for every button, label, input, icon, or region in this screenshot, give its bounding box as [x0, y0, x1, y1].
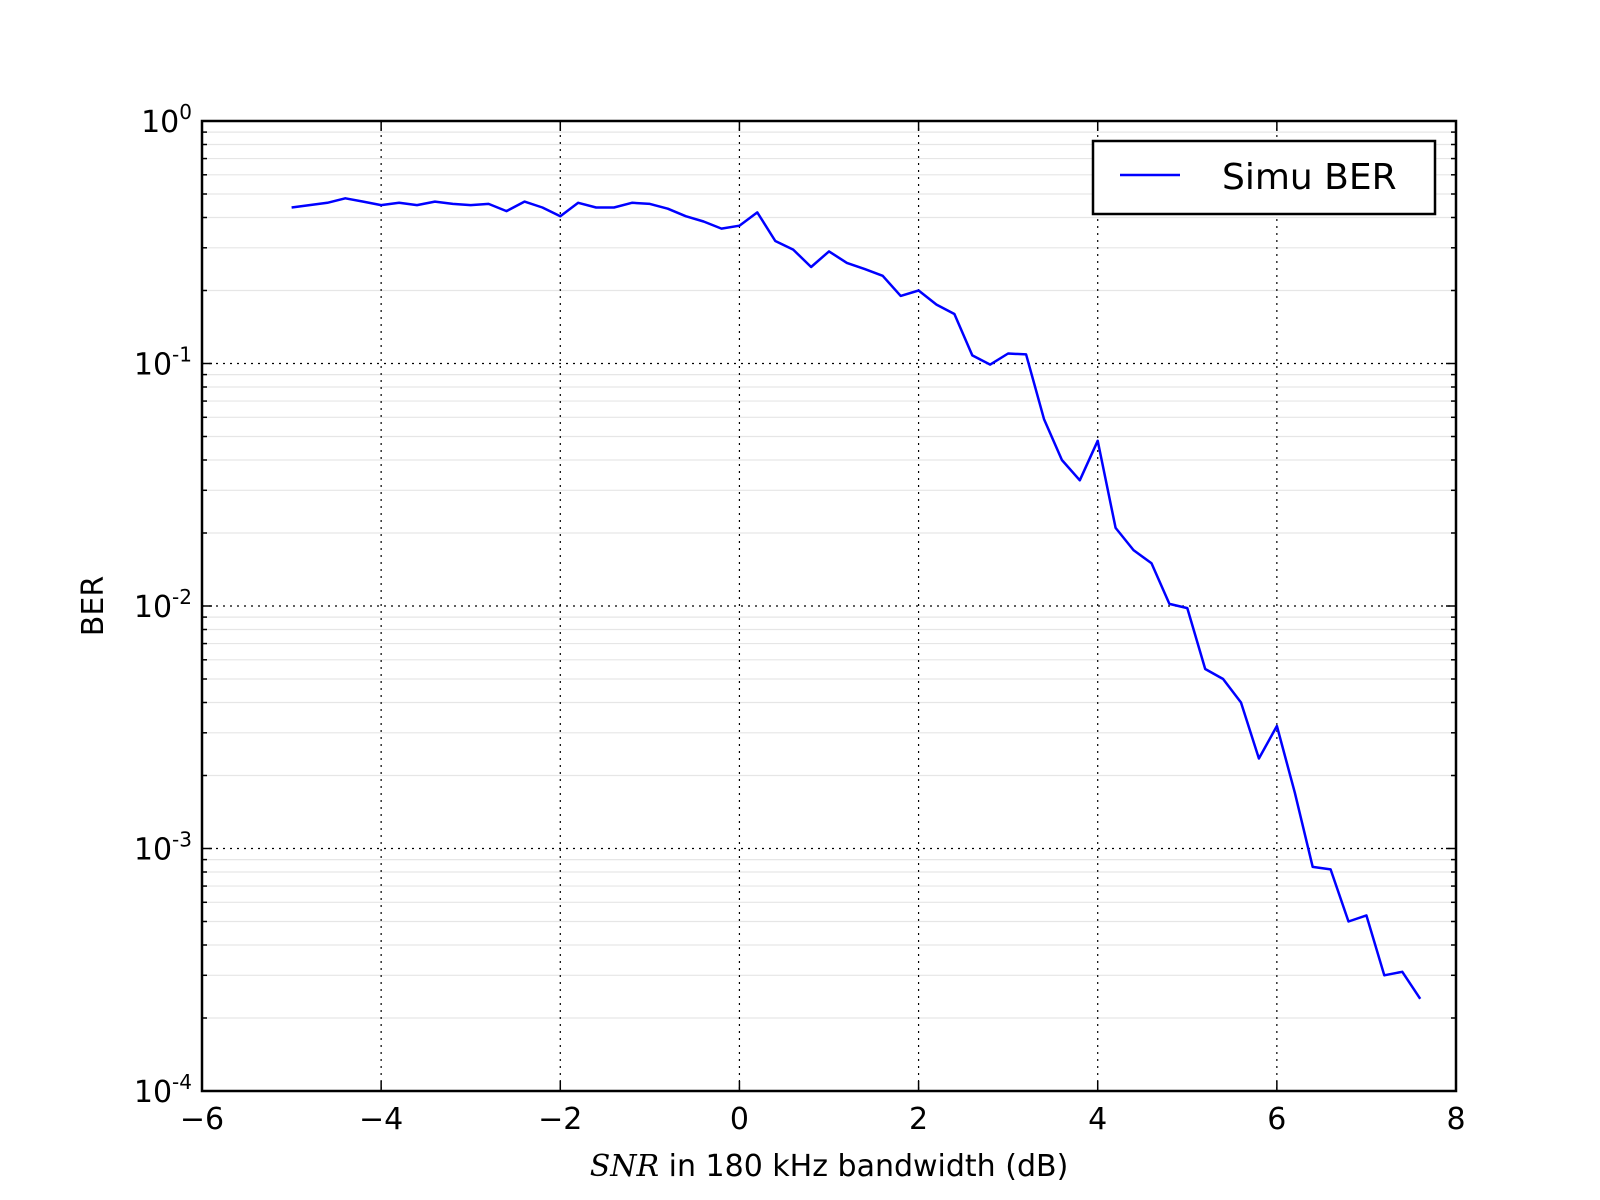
x-tick-label: 6: [1267, 1102, 1286, 1137]
y-axis-title: BER: [76, 576, 111, 636]
x-axis-title-rest: in 180 kHz bandwidth (dB): [659, 1149, 1068, 1184]
series-line-simu-ber: [291, 197, 1422, 1000]
x-tick-label: −6: [180, 1102, 224, 1137]
y-tick-label-base: 10: [134, 1075, 172, 1110]
y-tick-label: 10-2: [134, 585, 192, 625]
y-tick-label-base: 10: [134, 590, 172, 625]
y-tick-label-exponent: 0: [179, 100, 192, 124]
x-tick-label: 8: [1446, 1102, 1465, 1137]
x-tick-label: −2: [538, 1102, 582, 1137]
y-tick-label-base: 10: [134, 833, 172, 868]
y-tick-label-base: 10: [134, 348, 172, 383]
x-tick-label: 0: [730, 1102, 749, 1137]
series-layer: [291, 197, 1422, 1000]
x-axis-title-variable: SNR: [590, 1149, 659, 1184]
minor-grid: [202, 131, 1456, 1019]
x-axis-title: SNR in 180 kHz bandwidth (dB): [590, 1149, 1069, 1184]
y-tick-label: 10-1: [134, 343, 192, 383]
y-tick-label-exponent: -4: [172, 1070, 192, 1094]
y-tick-label: 10-4: [134, 1070, 192, 1110]
y-tick-label-exponent: -3: [172, 828, 192, 852]
x-tick-label: −4: [359, 1102, 403, 1137]
legend: Simu BER: [1091, 139, 1437, 216]
axes-frame: [200, 119, 1458, 1093]
y-tick-label-exponent: -1: [172, 343, 192, 367]
y-tick-label-base: 10: [141, 105, 179, 140]
legend-box: [1091, 139, 1437, 216]
x-tick-label: 2: [909, 1102, 928, 1137]
x-tick-label: 4: [1088, 1102, 1107, 1137]
x-tick-labels: −6 −4 −2 0 2 4 6 8: [180, 1102, 1466, 1137]
y-tick-label-exponent: -2: [172, 585, 192, 609]
y-tick-label: 10-3: [134, 828, 192, 868]
y-tick-label: 100: [141, 100, 192, 140]
legend-label: Simu BER: [1222, 157, 1397, 198]
